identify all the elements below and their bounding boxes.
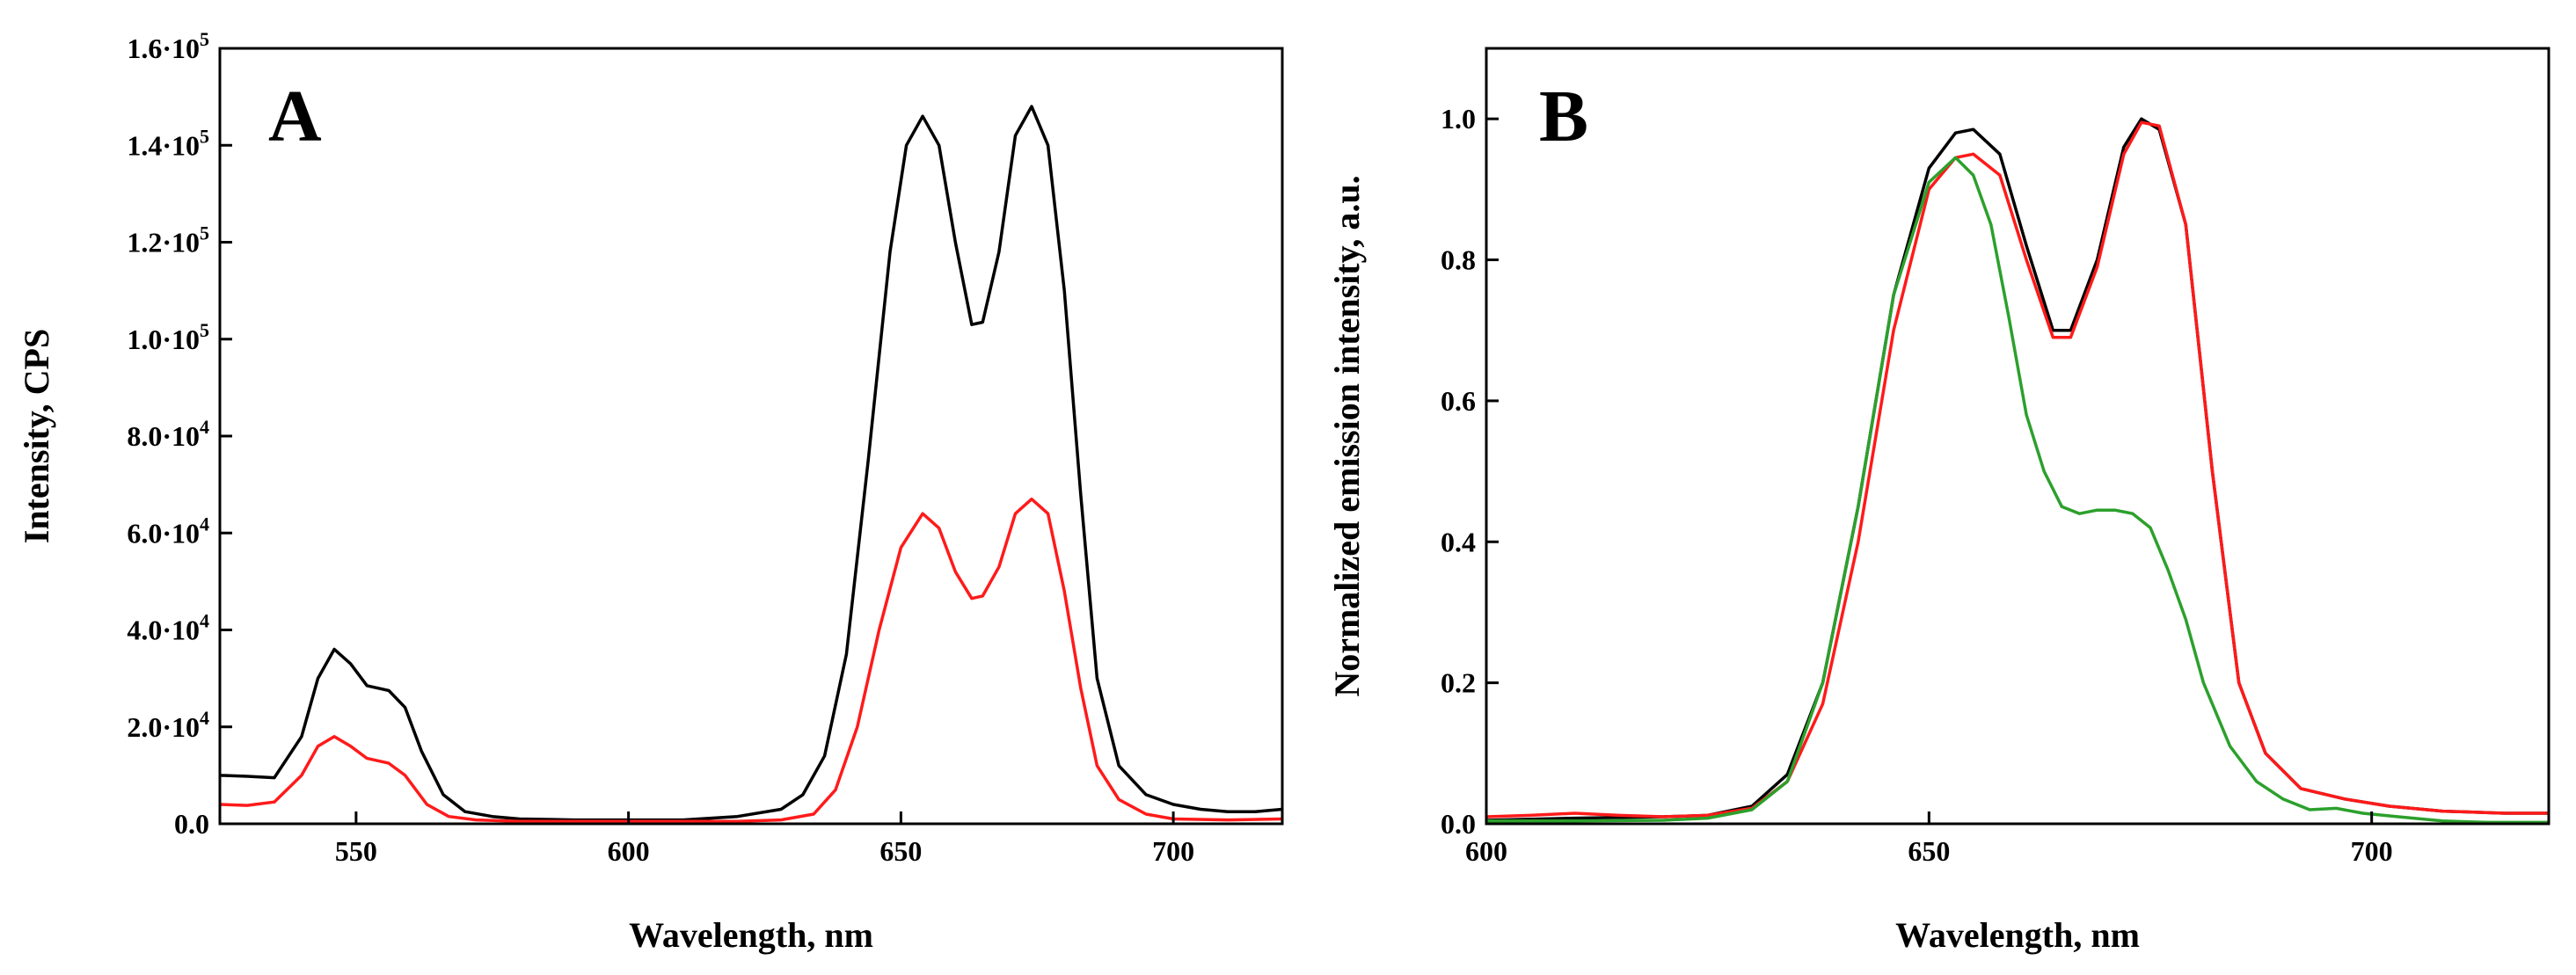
panel-b-series-green-line [1486, 156, 2549, 824]
panel-b-plot-frame [1485, 47, 2550, 826]
panel-a-y-tick-label: 8.0·104 [127, 416, 209, 452]
panel-b-y-tick-label: 0.4 [1441, 526, 1476, 557]
panel-b-y-axis-title: Normalized emission intensity, a.u. [1327, 175, 1367, 696]
panel-a-y-tick-label: 2.0·104 [127, 707, 209, 743]
panel-a-y-tick-label: 0.0 [174, 808, 209, 840]
panel-a-x-tick-label: 700 [1152, 835, 1194, 867]
panel-b-x-tick-label: 600 [1465, 835, 1507, 867]
panel-b-y-tick-label: 0.8 [1441, 244, 1476, 276]
panel-b-x-tick-label: 650 [1908, 835, 1950, 867]
panel-a-series-black-line [220, 105, 1282, 822]
panel-a-x-tick-label: 650 [879, 835, 922, 867]
panel-a-y-tick-label: 1.0·105 [127, 319, 209, 355]
panel-a-x-axis-title: Wavelength, nm [629, 915, 873, 955]
panel-a-y-tick-label: 1.4·105 [127, 125, 209, 161]
panel-b-series-red-line [1486, 120, 2549, 819]
panel-b: 600 650 700 0.0 0.2 0.4 0.6 0.8 1.0 Wavelength, n… [1327, 47, 2550, 955]
panel-b-series-black-line [1486, 117, 2549, 822]
panel-a-y-tick-label: 1.2·105 [127, 222, 209, 258]
panel-a-label: A [268, 76, 322, 157]
panel-a-y-tick-label: 6.0·104 [127, 513, 209, 549]
panel-a-y-axis-title: Intensity, CPS [17, 329, 56, 544]
panel-a-y-tick-label: 1.6·105 [127, 28, 209, 64]
panel-a-series-red-line [220, 497, 1282, 823]
panel-a-x-tick-label: 600 [608, 835, 650, 867]
panel-b-label: B [1539, 76, 1588, 157]
panel-a-plot-frame [218, 47, 1284, 826]
panel-b-y-tick-label: 0.6 [1441, 385, 1476, 417]
panel-a-y-tick-label: 4.0·104 [127, 610, 209, 646]
panel-b-y-tick-label: 0.2 [1441, 667, 1476, 699]
panel-b-x-axis-title: Wavelength, nm [1895, 915, 2140, 955]
panel-b-y-tick-label: 1.0 [1441, 103, 1476, 135]
panel-b-y-tick-label: 0.0 [1441, 808, 1476, 840]
panel-b-x-tick-label: 700 [2351, 835, 2393, 867]
panel-a: 550 600 650 700 0.0 2.0·104 4.0·104 6.0·104 8.0·… [17, 28, 1284, 955]
panel-a-x-tick-label: 550 [335, 835, 377, 867]
